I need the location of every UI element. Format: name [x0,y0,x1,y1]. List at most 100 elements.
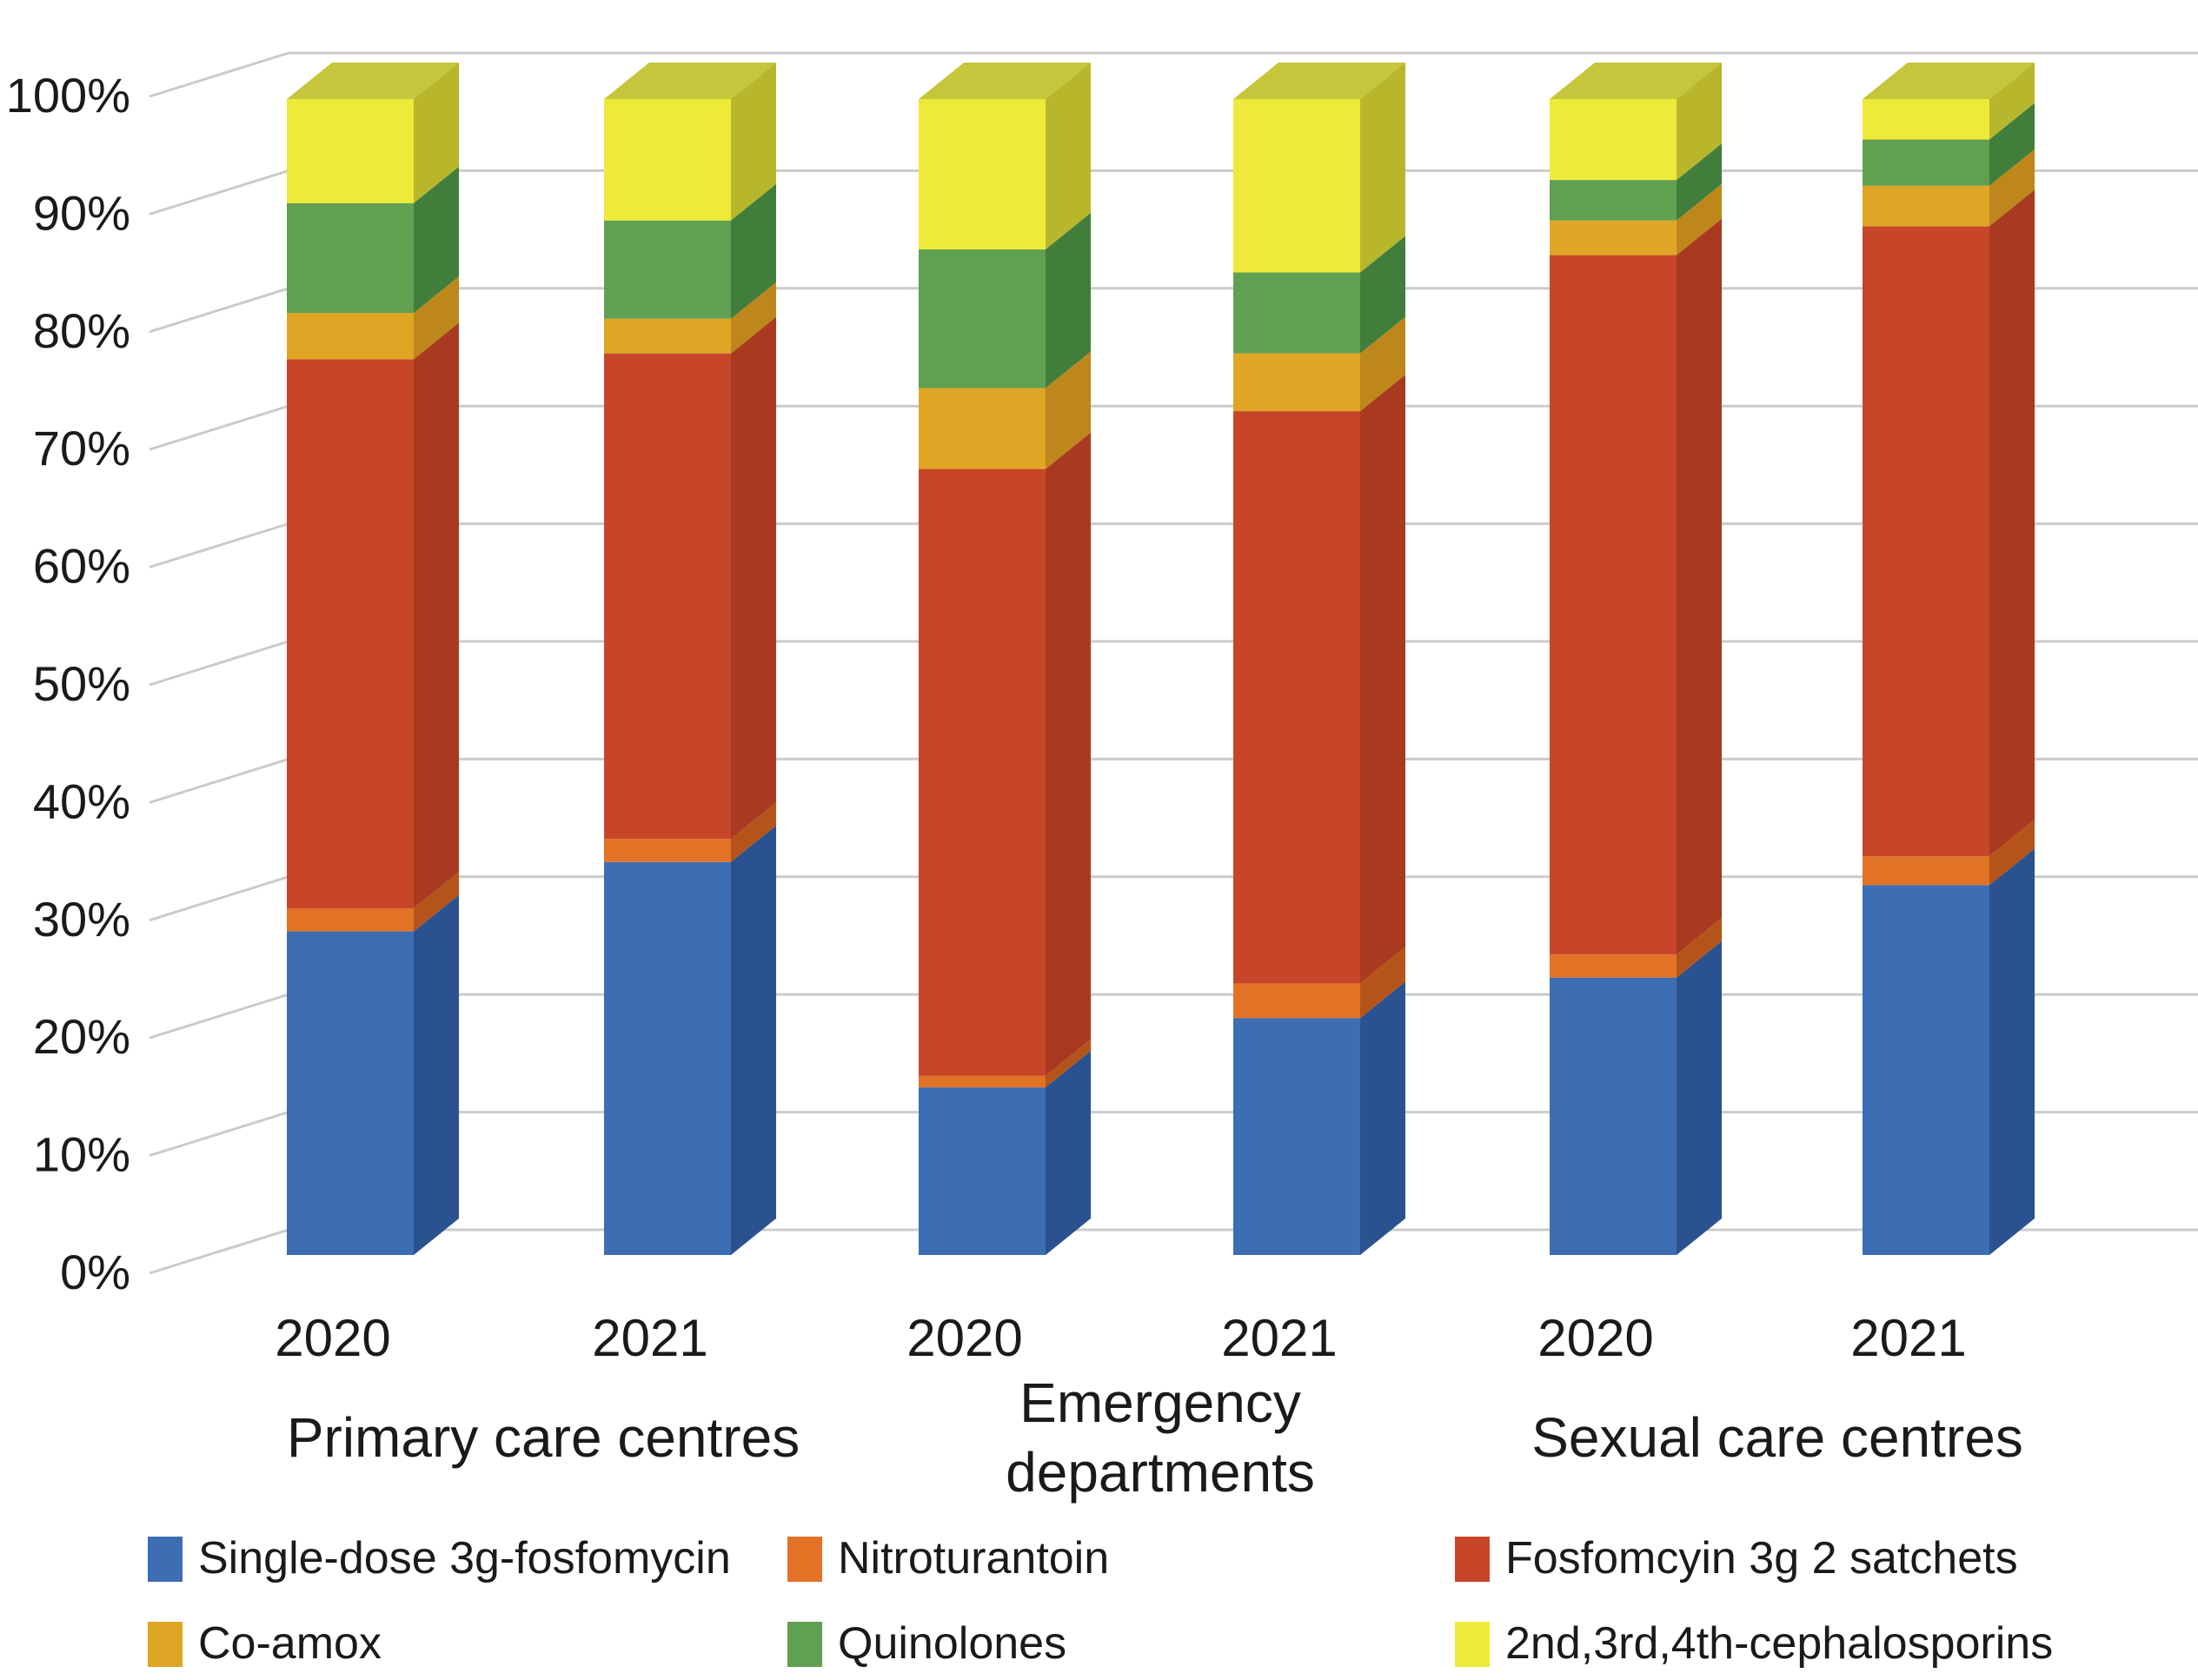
group-label-primary-care-centres: Primary care centres [287,1406,800,1469]
bar-emergency-departments-2020 [919,63,1091,1255]
y-tick-label-10: 10% [33,1127,130,1182]
bar-segment-single-dose-3g-fosfomycin [919,1087,1046,1255]
bar-sexual-care-centres-2020 [1550,63,1722,1255]
bar-top-face [1863,63,2035,99]
bar-segment-nitroturantoin [1233,983,1360,1019]
bars [287,63,2035,1255]
bar-segment-side [414,322,459,908]
bar-segment-fosfomcyin-3g-2-satchets [1550,255,1677,955]
year-label-5: 2021 [1850,1309,1966,1367]
legend-label: Fosfomcyin 3g 2 satchets [1505,1533,2018,1584]
legend-swatch [787,1622,822,1667]
bar-segment-side [414,63,459,203]
bar-primary-care-centres-2021 [604,63,776,1255]
bar-segment-2nd-3rd-4th-cephalosporins [1233,99,1360,273]
year-label-0: 2020 [275,1309,390,1367]
bar-segment-single-dose-3g-fosfomycin [1233,1018,1360,1255]
bar-segment-single-dose-3g-fosfomycin [1550,977,1677,1255]
year-label-3: 2021 [1221,1309,1337,1367]
bar-segment-side [1046,1051,1091,1255]
gridline-100 [149,51,2198,98]
bar-segment-side [1989,103,2035,186]
legend-item-fosfomcyin-3g-2-satchets: Fosfomcyin 3g 2 satchets [1455,1533,2018,1584]
legend-label: Quinolones [838,1618,1066,1669]
bar-segment-co-amox [1863,185,1989,227]
y-tick-label-0: 0% [60,1245,130,1299]
group-label-emergency: Emergency [1019,1371,1301,1434]
y-tick-label-40: 40% [33,774,130,828]
legend-label: Nitroturantoin [838,1533,1109,1584]
bar-segment-side [1360,946,1405,1019]
x-axis-year-labels: 2020 2021 2020 2021 2020 2021 [275,1309,1966,1367]
y-tick-label-90: 90% [33,185,130,240]
legend-swatch [1455,1537,1490,1582]
y-tick-label-30: 30% [33,892,130,946]
year-label-4: 2020 [1537,1309,1653,1367]
legend-swatch [787,1537,822,1582]
bar-segment-side [1046,432,1091,1076]
legend-item-single-dose-3g-fosfomycin: Single-dose 3g-fosfomycin [148,1533,731,1584]
bar-top-face [919,63,1091,99]
bar-segment-side [731,825,776,1255]
y-tick-label-50: 50% [33,656,130,711]
bar-segment-nitroturantoin [287,908,414,932]
y-tick-label-20: 20% [33,1009,130,1064]
bar-segment-side [1989,63,2035,140]
legend-swatch [148,1537,183,1582]
bar-segment-single-dose-3g-fosfomycin [604,861,731,1255]
y-axis-tick-labels: 0% 10% 20% 30% 40% 50% 60% 70% 80% 90% 100% [6,68,130,1299]
legend-item-nitroturantoin: Nitroturantoin [787,1533,1109,1584]
legend-label: Co-amox [198,1618,382,1669]
bar-segment-single-dose-3g-fosfomycin [287,931,414,1255]
bar-segment-side [1677,183,1722,256]
bar-segment-side [731,183,776,319]
bar-segment-side [731,282,776,354]
bar-segment-co-amox [287,313,414,360]
group-label-sexual-care-centres: Sexual care centres [1531,1406,2023,1469]
bar-segment-side [1046,212,1091,388]
group-label-departments: departments [1006,1441,1315,1504]
bar-segment-side [731,316,776,840]
bar-segment-side [1677,63,1722,181]
bar-top-face [287,63,459,99]
bar-segment-side [414,894,459,1255]
legend-item-quinolones: Quinolones [787,1618,1066,1669]
year-label-2: 2020 [906,1309,1022,1367]
legend-swatch [148,1622,183,1667]
bar-segment-side [1360,981,1405,1255]
y-tick-label-80: 80% [33,303,130,358]
bar-segment-2nd-3rd-4th-cephalosporins [1550,99,1677,181]
legend: Single-dose 3g-fosfomycin Nitroturantoin F… [148,1533,2053,1669]
bar-segment-side [1677,218,1722,955]
bar-segment-side [1046,351,1091,469]
bar-segment-co-amox [919,388,1046,469]
bar-segment-side [1046,1039,1091,1088]
legend-item-2nd-3rd-4th-cephalosporins: 2nd,3rd,4th-cephalosporins [1455,1618,2053,1669]
bar-top-face [1550,63,1722,99]
bar-segment-2nd-3rd-4th-cephalosporins [1863,99,1989,140]
bar-segment-side [1989,848,2035,1255]
bar-segment-side [1360,236,1405,354]
bar-segment-quinolones [1550,180,1677,221]
bar-segment-side [1989,149,2035,227]
bar-segment-quinolones [919,249,1046,388]
bar-segment-fosfomcyin-3g-2-satchets [604,353,731,840]
bar-primary-care-centres-2020 [287,63,459,1255]
bar-segment-side [1677,143,1722,221]
bar-segment-quinolones [287,203,414,314]
bar-segment-single-dose-3g-fosfomycin [1863,885,1989,1255]
bar-segment-side [1360,316,1405,412]
bar-segment-fosfomcyin-3g-2-satchets [287,359,414,908]
bar-segment-quinolones [1233,272,1360,354]
bar-segment-side [414,276,459,360]
bar-segment-quinolones [1863,139,1989,186]
bar-segment-fosfomcyin-3g-2-satchets [919,468,1046,1076]
y-tick-label-100: 100% [6,68,130,123]
y-tick-label-60: 60% [33,539,130,594]
bar-segment-2nd-3rd-4th-cephalosporins [604,99,731,221]
bar-top-face [1233,63,1405,99]
bar-segment-fosfomcyin-3g-2-satchets [1233,411,1360,984]
bar-segment-side [1989,189,2035,857]
